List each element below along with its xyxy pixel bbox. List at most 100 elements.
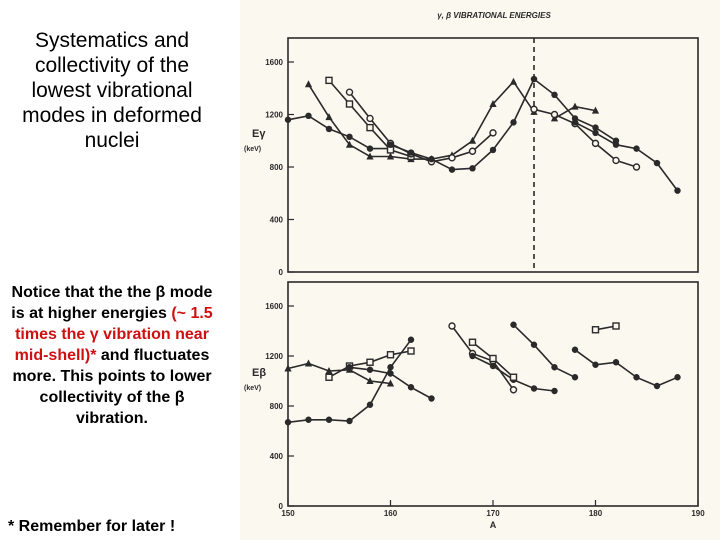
top-ytick-label: 1600 (265, 58, 283, 67)
bottom-series-7-point (510, 321, 517, 328)
top-series-6-point (550, 110, 559, 119)
bottom-xtick-label: 180 (589, 509, 603, 518)
top-ytick-label: 1200 (265, 111, 283, 120)
top-series-4-point (387, 141, 394, 148)
top-series-0-point (325, 125, 333, 133)
top-series-4-point (592, 124, 599, 131)
bottom-series-5-line (472, 355, 555, 392)
bottom-series-3-point (387, 370, 394, 377)
top-series-1-line (307, 80, 535, 160)
top-series-4-point (469, 165, 476, 172)
top-series-4-point (428, 155, 435, 163)
top-series-6-point (632, 163, 641, 171)
bottom-series-4-line (451, 325, 515, 391)
bottom-series-0-point (366, 401, 374, 408)
bottom-series-7-point (551, 364, 558, 371)
bottom-series-9-point (612, 359, 620, 366)
top-series-7-line (574, 121, 679, 192)
bottom-xtick-label: 190 (691, 509, 705, 518)
top-series-7-point (674, 187, 681, 194)
bottom-yunit: (keV) (244, 385, 261, 392)
chart-title: γ, β VIBRATIONAL ENERGIES (437, 11, 551, 20)
top-series-2-point (325, 76, 333, 85)
top-series-4-point (551, 91, 558, 99)
bottom-series-7-point (530, 341, 538, 348)
bottom-series-5-point (469, 352, 476, 360)
top-series-4-point (489, 146, 497, 154)
top-series-4-point (407, 149, 415, 156)
bottom-ytick-label: 400 (270, 452, 284, 461)
bottom-series-7-line (512, 324, 576, 379)
bottom-ytick-label: 1600 (265, 302, 283, 311)
top-series-1-point (345, 140, 354, 148)
bottom-series-0-point (346, 417, 353, 425)
top-series-6-point (591, 139, 600, 148)
bottom-xlabel: A (490, 520, 497, 530)
bottom-ytick-label: 800 (270, 402, 284, 411)
top-series-1-point (366, 152, 374, 160)
top-series-0-point (346, 133, 353, 141)
bottom-series-1-point (366, 377, 374, 384)
top-series-3-point (366, 114, 374, 123)
top-series-2-point (345, 100, 354, 108)
bottom-series-0-point (387, 364, 394, 371)
bottom-xtick-label: 160 (384, 509, 398, 518)
notice-prefix: Notice that the the β mode is at higher … (11, 284, 213, 322)
top-ytick-label: 0 (279, 268, 284, 277)
top-series-5-point (591, 106, 600, 114)
top-series-4-point (448, 166, 456, 173)
bottom-series-4-point (448, 322, 456, 330)
bottom-series-5-point (530, 385, 538, 392)
top-series-1-point (489, 100, 497, 107)
slide-title: Systematics and collectivity of the lowe… (22, 29, 202, 152)
top-series-1-point (325, 113, 333, 121)
top-panel-frame (287, 37, 699, 273)
top-series-3-point (448, 154, 456, 162)
top-series-7-point (571, 119, 579, 126)
top-series-4-point (510, 119, 517, 126)
bottom-series-3-point (366, 366, 374, 373)
top-series-7-point (592, 129, 599, 137)
bottom-series-9-point (592, 361, 599, 368)
bottom-series-2-point (407, 347, 415, 355)
top-series-0-point (366, 145, 374, 152)
bottom-series-0-point (407, 336, 415, 343)
top-series-3-point (489, 129, 497, 137)
top-series-4-line (390, 77, 617, 171)
bottom-series-2-point (386, 351, 395, 359)
bottom-panel-frame (287, 281, 699, 507)
top-series-4-point (530, 75, 538, 83)
bottom-series-0-point (305, 416, 312, 423)
top-series-1-point (304, 80, 313, 88)
bottom-series-6-point (489, 354, 497, 363)
top-series-6-line (533, 108, 637, 168)
bottom-ytick-label: 0 (279, 502, 284, 511)
top-ytick-label: 400 (270, 216, 284, 225)
bottom-series-0-point (325, 416, 333, 423)
top-series-7-point (633, 145, 640, 152)
bottom-ylabel: Eβ (252, 367, 266, 379)
bottom-series-3-point (346, 364, 353, 371)
bottom-xtick-label: 150 (281, 509, 295, 518)
bottom-series-8-point (612, 322, 620, 330)
top-series-0-point (284, 116, 292, 123)
bottom-series-9-point (571, 346, 579, 353)
top-ytick-label: 800 (270, 163, 284, 172)
bottom-series-9-point (653, 382, 661, 390)
bottom-series-9-point (674, 374, 681, 381)
bottom-series-6-point (509, 373, 518, 381)
top-ylabel: Eγ (252, 128, 266, 140)
bottom-series-9-point (633, 374, 640, 381)
notice-suffix: and fluctuates more. This points to lowe… (12, 347, 212, 427)
top-series-7-point (612, 141, 620, 148)
top-series-6-point (612, 156, 620, 165)
notice-highlight: (~ 1.5 times the γ vibration near mid-sh… (14, 305, 213, 364)
bottom-series-5-point (551, 387, 558, 395)
top-series-0-point (305, 112, 312, 120)
top-series-1-point (509, 77, 518, 85)
top-yunit: (keV) (244, 146, 261, 153)
bottom-series-6-point (468, 338, 477, 346)
bottom-series-8-point (591, 326, 600, 334)
top-series-0-line (287, 114, 391, 150)
